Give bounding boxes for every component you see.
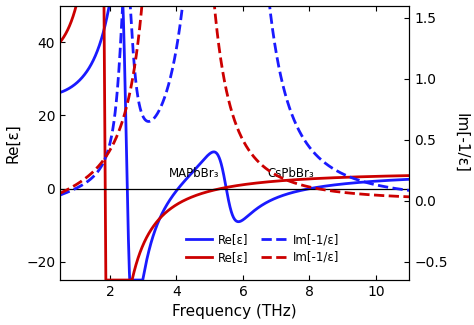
Text: MAPbBr₃: MAPbBr₃ xyxy=(169,167,220,180)
Text: CsPbBr₃: CsPbBr₃ xyxy=(267,167,314,180)
Legend: Re[ε], Re[ε], Im[-1/ε], Im[-1/ε]: Re[ε], Re[ε], Im[-1/ε], Im[-1/ε] xyxy=(182,228,344,269)
Y-axis label: Im[-1/ε]: Im[-1/ε] xyxy=(454,113,468,173)
Y-axis label: Re[ε]: Re[ε] xyxy=(6,123,20,163)
X-axis label: Frequency (THz): Frequency (THz) xyxy=(173,305,297,319)
